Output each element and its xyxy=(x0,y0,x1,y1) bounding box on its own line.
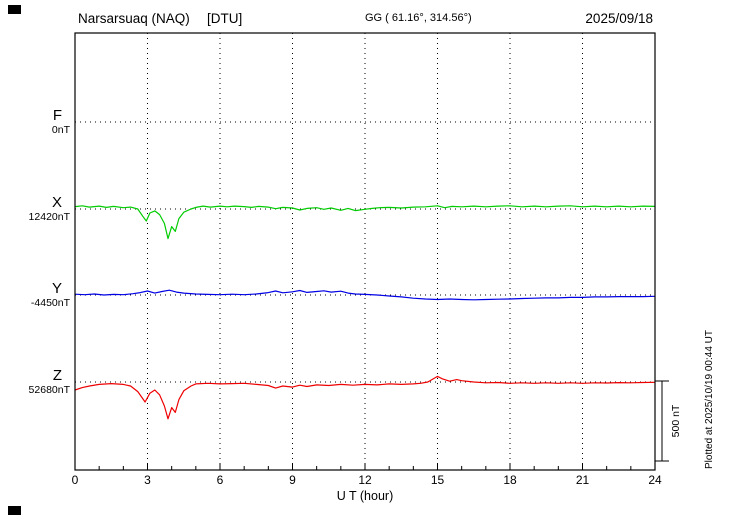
trace-Z xyxy=(74,375,656,420)
baseline-value-X: 12420nT xyxy=(29,211,71,223)
x-tick-label: 15 xyxy=(431,473,445,487)
trace-Y xyxy=(74,289,656,301)
component-label-Y: Y xyxy=(52,280,62,297)
x-tick-label: 21 xyxy=(576,473,590,487)
baseline-value-F: 0nT xyxy=(52,124,71,136)
corner-mark-top-left xyxy=(8,5,21,14)
component-label-Z: Z xyxy=(53,367,62,384)
x-axis-title: U T (hour) xyxy=(337,489,394,503)
baseline-value-Y: -4450nT xyxy=(31,297,71,309)
x-tick-label: 3 xyxy=(144,473,151,487)
baseline-value-Z: 52680nT xyxy=(29,384,71,396)
plot-dynamic-layer xyxy=(74,33,656,470)
x-tick-label: 12 xyxy=(358,473,372,487)
component-label-F: F xyxy=(53,107,62,124)
institute-label: [DTU] xyxy=(207,11,242,26)
station-title: Narsarsuaq (NAQ) xyxy=(78,11,190,26)
x-tick-label: 24 xyxy=(648,473,662,487)
x-tick-label: 0 xyxy=(72,473,79,487)
trace-X xyxy=(74,205,656,240)
plot-frame xyxy=(74,32,656,471)
plotted-at-note: Plotted at 2025/10/19 00:44 UT xyxy=(704,330,715,469)
x-tick-label: 6 xyxy=(217,473,224,487)
corner-mark-bottom-left xyxy=(8,506,21,515)
plot-date: 2025/09/18 xyxy=(585,11,653,26)
geographic-coords: GG ( 61.16°, 314.56°) xyxy=(365,12,472,24)
x-tick-label: 18 xyxy=(503,473,517,487)
x-tick-label: 9 xyxy=(289,473,296,487)
scale-bar-label: 500 nT xyxy=(670,404,682,437)
component-label-X: X xyxy=(52,194,62,211)
